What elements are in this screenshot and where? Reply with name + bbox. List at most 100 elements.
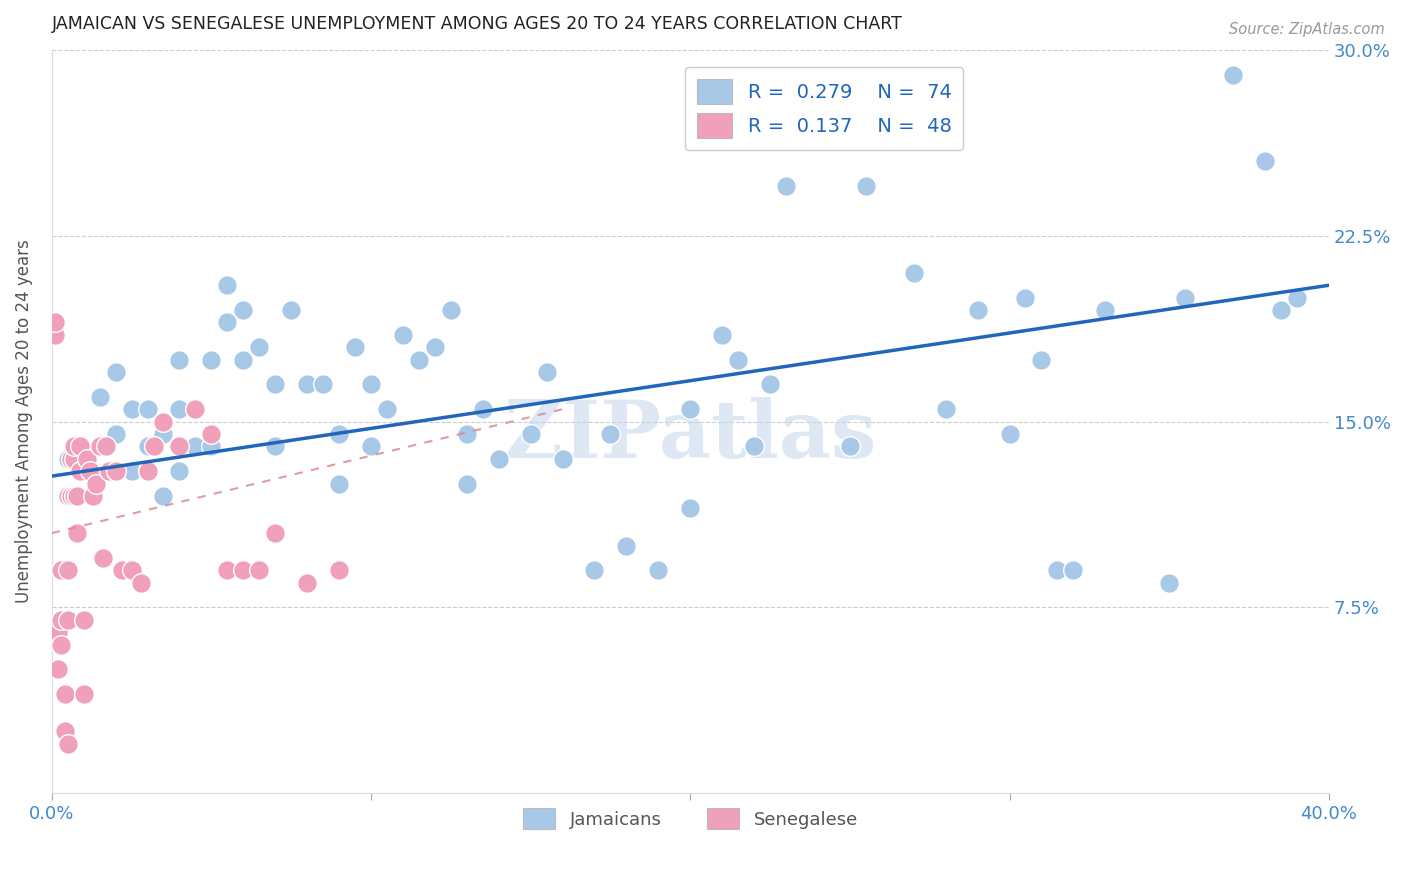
Point: [184, 439, 207, 453]
Point: [59, 451, 82, 466]
Point: [1222, 68, 1244, 82]
Point: [838, 439, 860, 453]
Point: [360, 439, 382, 453]
Point: [98, 464, 121, 478]
Point: [328, 476, 350, 491]
Point: [86, 476, 108, 491]
Point: [232, 352, 254, 367]
Point: [56, 613, 79, 627]
Point: [264, 439, 287, 453]
Point: [136, 464, 159, 478]
Point: [51, 563, 73, 577]
Point: [375, 402, 398, 417]
Point: [73, 687, 96, 701]
Point: [169, 402, 191, 417]
Point: [711, 327, 734, 342]
Point: [775, 179, 797, 194]
Point: [392, 327, 415, 342]
Point: [217, 278, 239, 293]
Point: [1285, 291, 1308, 305]
Point: [966, 303, 988, 318]
Point: [295, 377, 318, 392]
Point: [759, 377, 782, 392]
Point: [121, 563, 143, 577]
Point: [169, 464, 191, 478]
Point: [247, 563, 270, 577]
Point: [51, 638, 73, 652]
Point: [1174, 291, 1197, 305]
Point: [111, 563, 134, 577]
Point: [264, 526, 287, 541]
Point: [184, 402, 207, 417]
Point: [1046, 563, 1069, 577]
Point: [169, 352, 191, 367]
Text: JAMAICAN VS SENEGALESE UNEMPLOYMENT AMONG AGES 20 TO 24 YEARS CORRELATION CHART: JAMAICAN VS SENEGALESE UNEMPLOYMENT AMON…: [52, 15, 903, 33]
Point: [46, 662, 69, 676]
Point: [456, 476, 478, 491]
Point: [136, 402, 159, 417]
Point: [46, 625, 69, 640]
Point: [104, 427, 127, 442]
Point: [344, 340, 367, 354]
Text: ZIPatlas: ZIPatlas: [505, 398, 876, 475]
Point: [136, 464, 159, 478]
Point: [456, 427, 478, 442]
Point: [247, 340, 270, 354]
Point: [152, 489, 174, 503]
Point: [583, 563, 606, 577]
Point: [328, 563, 350, 577]
Point: [1031, 352, 1053, 367]
Point: [423, 340, 446, 354]
Point: [679, 501, 702, 516]
Point: [488, 451, 510, 466]
Point: [89, 439, 111, 453]
Point: [200, 427, 222, 442]
Point: [44, 327, 66, 342]
Point: [1094, 303, 1116, 318]
Point: [169, 439, 191, 453]
Point: [89, 390, 111, 404]
Point: [1062, 563, 1084, 577]
Point: [121, 464, 143, 478]
Point: [44, 315, 66, 329]
Legend: Jamaicans, Senegalese: Jamaicans, Senegalese: [516, 801, 865, 837]
Point: [616, 539, 638, 553]
Point: [79, 464, 101, 478]
Point: [295, 575, 318, 590]
Point: [56, 489, 79, 503]
Point: [104, 365, 127, 379]
Text: Source: ZipAtlas.com: Source: ZipAtlas.com: [1229, 22, 1385, 37]
Point: [217, 315, 239, 329]
Point: [136, 439, 159, 453]
Point: [312, 377, 335, 392]
Point: [129, 575, 152, 590]
Point: [73, 613, 96, 627]
Point: [63, 439, 86, 453]
Point: [232, 303, 254, 318]
Point: [536, 365, 558, 379]
Point: [152, 427, 174, 442]
Point: [89, 439, 111, 453]
Point: [56, 737, 79, 751]
Point: [727, 352, 749, 367]
Point: [408, 352, 430, 367]
Point: [66, 526, 89, 541]
Point: [264, 377, 287, 392]
Point: [280, 303, 302, 318]
Point: [121, 402, 143, 417]
Point: [63, 489, 86, 503]
Point: [69, 439, 91, 453]
Point: [998, 427, 1021, 442]
Point: [66, 489, 89, 503]
Point: [56, 451, 79, 466]
Point: [647, 563, 669, 577]
Point: [73, 464, 96, 478]
Point: [76, 451, 98, 466]
Point: [903, 266, 925, 280]
Point: [519, 427, 541, 442]
Point: [217, 563, 239, 577]
Point: [51, 613, 73, 627]
Point: [94, 439, 117, 453]
Point: [142, 439, 165, 453]
Point: [1159, 575, 1181, 590]
